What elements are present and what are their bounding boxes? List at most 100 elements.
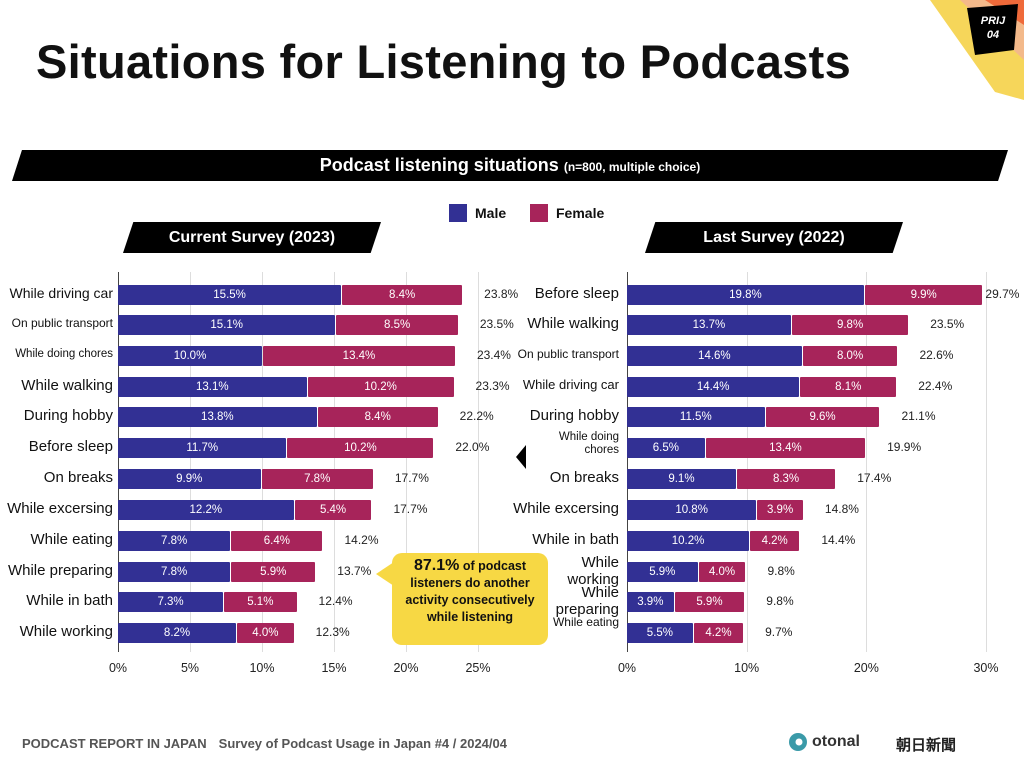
total-label: 17.7%: [394, 471, 429, 485]
category-label: On public transport: [11, 316, 113, 330]
female-swatch: [530, 204, 548, 222]
bar-female: 8.0%: [802, 346, 898, 366]
bar-male: 6.5%: [627, 438, 705, 458]
bar-male: 10.8%: [627, 500, 757, 520]
bar-male: 10.0%: [118, 346, 262, 366]
bar-female: 7.8%: [261, 469, 373, 489]
category-label: On breaks: [43, 469, 113, 486]
total-label: 23.8%: [484, 287, 519, 301]
total-label: 14.8%: [824, 502, 859, 516]
bar-male: 5.5%: [627, 623, 693, 643]
total-label: 23.5%: [479, 317, 514, 331]
total-label: 9.8%: [766, 594, 794, 608]
y-axis: [118, 272, 119, 652]
x-tick-label: 5%: [180, 661, 200, 675]
legend-male-label: Male: [475, 205, 507, 221]
bar-female: 13.4%: [705, 438, 866, 458]
page-title: Situations for Listening to Podcasts: [36, 35, 852, 88]
bar-female: 8.3%: [736, 469, 836, 489]
chart-banner: Podcast listening situations (n=800, mul…: [12, 150, 1008, 181]
bar-male: 9.1%: [627, 469, 736, 489]
total-label: 14.2%: [344, 533, 379, 547]
male-swatch: [449, 204, 467, 222]
total-label: 9.7%: [765, 625, 793, 639]
legend-male: Male: [449, 204, 506, 222]
x-tick-label: 0%: [108, 661, 128, 675]
banner-note: (n=800, multiple choice): [563, 160, 701, 174]
bar-male: 3.9%: [627, 592, 674, 612]
prij-badge: [967, 4, 1018, 55]
total-label: 22.6%: [919, 348, 954, 362]
callout-box: 87.1% of podcast listeners do another ac…: [392, 553, 548, 645]
x-tick-label: 20%: [393, 661, 419, 675]
footer-left: PODCAST REPORT IN JAPAN: [22, 736, 207, 751]
total-label: 22.4%: [918, 379, 953, 393]
x-tick-label: 15%: [321, 661, 347, 675]
total-label: 22.0%: [455, 440, 490, 454]
total-label: 17.4%: [857, 471, 892, 485]
callout-text: of podcast listeners do another activity…: [405, 559, 535, 624]
x-tick-label: 10%: [734, 661, 760, 675]
bar-male: 5.9%: [627, 562, 698, 582]
gridline: [262, 272, 263, 652]
bar-female: 5.9%: [674, 592, 745, 612]
otonal-logo: otonal: [788, 732, 860, 752]
category-label: While eating: [30, 531, 113, 548]
bar-female: 3.9%: [757, 500, 803, 520]
last-survey-header: Last Survey (2022): [645, 222, 903, 253]
total-label: 23.5%: [930, 317, 965, 331]
legend-female-label: Female: [556, 205, 605, 221]
total-label: 22.2%: [459, 409, 494, 423]
x-tick-label: 10%: [249, 661, 275, 675]
total-label: 9.8%: [767, 564, 795, 578]
current-survey-header: Current Survey (2023): [123, 222, 381, 253]
bar-male: 7.8%: [118, 562, 231, 582]
bar-male: 15.5%: [118, 285, 342, 305]
bar-female: 10.2%: [287, 438, 434, 458]
total-label: 23.3%: [475, 379, 510, 393]
bar-male: 13.1%: [118, 377, 307, 397]
bar-female: 5.9%: [231, 562, 316, 582]
bar-male: 11.5%: [627, 407, 765, 427]
bar-female: 6.4%: [231, 531, 323, 551]
category-label: While preparing: [555, 584, 619, 618]
bar-female: 9.8%: [791, 315, 909, 335]
category-label: On public transport: [517, 347, 619, 361]
bar-female: 4.2%: [750, 531, 800, 551]
bar-male: 9.9%: [118, 469, 261, 489]
total-label: 13.7%: [337, 564, 372, 578]
bar-female: 4.2%: [693, 623, 744, 643]
category-label: While walking: [21, 377, 113, 394]
bar-female: 8.4%: [317, 407, 438, 427]
gridline: [866, 272, 868, 652]
gridline: [190, 272, 191, 652]
total-label: 23.4%: [476, 348, 511, 362]
total-label: 29.7%: [985, 287, 1020, 301]
bar-male: 7.3%: [118, 592, 224, 612]
category-label: During hobby: [23, 407, 113, 424]
bar-male: 13.7%: [627, 315, 791, 335]
svg-text:PRIJ: PRIJ: [981, 15, 1006, 27]
category-label: Before sleep: [534, 285, 619, 302]
x-tick-label: 0%: [617, 661, 637, 675]
bar-female: 4.0%: [237, 623, 294, 643]
arrow-left-icon: [516, 445, 526, 469]
bar-male: 14.4%: [627, 377, 800, 397]
category-label: During hobby: [529, 407, 619, 424]
bar-male: 11.7%: [118, 438, 287, 458]
otonal-logo-text: otonal: [812, 733, 860, 750]
bar-female: 8.4%: [342, 285, 463, 305]
bar-female: 9.9%: [864, 285, 983, 305]
total-label: 17.7%: [393, 502, 428, 516]
otonal-logo-icon: [789, 733, 807, 751]
bar-female: 5.4%: [294, 500, 372, 520]
bar-female: 10.2%: [307, 377, 454, 397]
category-label: On breaks: [549, 469, 619, 486]
category-label: While in bath: [26, 592, 113, 609]
callout-tail: [376, 562, 394, 586]
bar-female: 5.1%: [224, 592, 297, 612]
legend-female: Female: [530, 204, 604, 222]
total-label: 21.1%: [901, 409, 936, 423]
callout-highlight: 87.1%: [413, 557, 460, 574]
x-tick-label: 20%: [853, 661, 879, 675]
